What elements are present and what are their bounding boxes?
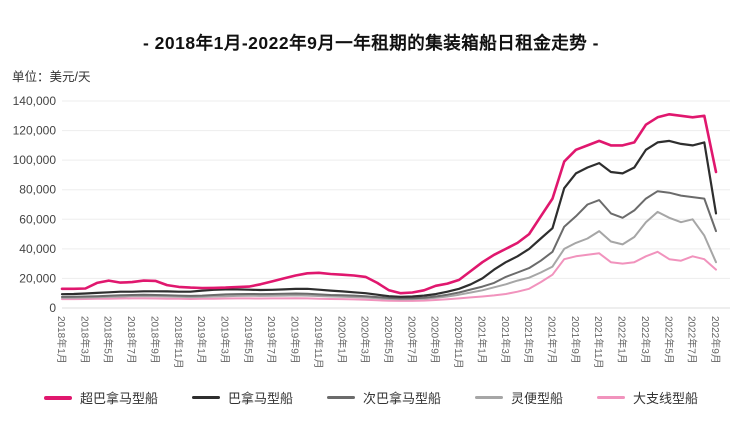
legend-swatch <box>191 396 220 399</box>
x-axis-tick-label: 2021年1月 <box>475 316 488 364</box>
x-axis-tick-label: 2018年3月 <box>78 316 91 364</box>
legend-label: 大支线型船 <box>633 391 699 406</box>
legend-item: 超巴拿马型船 <box>43 388 158 407</box>
x-axis-tick-label: 2021年7月 <box>546 316 559 364</box>
legend-item: 次巴拿马型船 <box>326 388 441 407</box>
x-axis-tick-label: 2022年9月 <box>709 316 722 364</box>
x-axis-tick-label: 2019年11月 <box>312 316 325 369</box>
y-axis-tick-label: 40,000 <box>19 242 56 256</box>
x-axis-tick-label: 2019年1月 <box>195 316 208 364</box>
legend-swatch <box>475 396 503 399</box>
y-axis-tick-label: 140,000 <box>13 94 57 108</box>
y-axis-tick-label: 100,000 <box>13 153 57 167</box>
x-axis-tick-label: 2021年9月 <box>569 316 582 364</box>
series-line <box>61 210 717 301</box>
x-axis-tick-label: 2018年5月 <box>102 316 115 364</box>
series-line <box>60 139 718 298</box>
x-axis-tick-label: 2022年1月 <box>616 316 629 364</box>
x-axis-tick-label: 2019年9月 <box>289 316 302 364</box>
x-axis-tick-label: 2022年5月 <box>662 316 675 364</box>
legend-label: 超巴拿马型船 <box>79 391 158 406</box>
x-axis-tick-label: 2021年5月 <box>522 316 535 364</box>
x-axis-tick-label: 2020年5月 <box>382 316 395 364</box>
x-axis-tick-label: 2018年1月 <box>55 316 68 364</box>
legend-item: 大支线型船 <box>597 388 698 407</box>
y-axis-tick-label: 60,000 <box>19 212 56 226</box>
x-axis-tick-label: 2020年11月 <box>452 316 465 369</box>
chart-title: - 2018年1月-2022年9月一年租期的集装箱船日租金走势 - <box>142 33 600 53</box>
legend-item: 灵便型船 <box>475 388 563 407</box>
x-axis-tick-label: 2022年7月 <box>686 316 699 364</box>
x-axis-tick-label: 2020年9月 <box>429 316 442 364</box>
unit-label: 单位：美元/天 <box>12 70 91 84</box>
x-axis-tick-label: 2018年9月 <box>148 316 161 364</box>
series-line <box>61 250 717 302</box>
legend-swatch <box>326 396 355 399</box>
x-axis-tick-label: 2019年5月 <box>242 316 255 364</box>
x-axis-tick-label: 2018年11月 <box>172 316 185 369</box>
x-axis-tick-label: 2019年7月 <box>265 316 278 364</box>
line-chart: 0 20,000 40,000 60,000 80,000 100,000 120,000 1… <box>13 94 730 369</box>
x-axis-tick-label: 2021年11月 <box>592 316 605 369</box>
y-axis-tick-label: 120,000 <box>13 124 57 138</box>
y-axis-tick-label: 80,000 <box>19 183 56 197</box>
x-axis-tick-label: 2019年3月 <box>219 316 232 364</box>
series-line <box>61 190 717 300</box>
x-axis-tick-label: 2020年7月 <box>405 316 418 364</box>
x-axis-tick-label: 2021年3月 <box>499 316 512 364</box>
legend-label: 灵便型船 <box>511 391 564 406</box>
legend-label: 次巴拿马型船 <box>362 391 441 406</box>
series-line <box>60 112 718 295</box>
chart-legend: 超巴拿马型船 巴拿马型船 次巴拿马型船 灵便型船 大支线型船 <box>0 388 742 407</box>
y-axis-tick-label: 0 <box>49 301 56 315</box>
x-axis-tick-label: 2020年1月 <box>335 316 348 364</box>
legend-swatch <box>597 396 626 399</box>
y-axis-tick-label: 20,000 <box>19 271 56 285</box>
legend-item: 巴拿马型船 <box>191 388 293 407</box>
x-axis-tick-label: 2020年3月 <box>359 316 372 364</box>
x-axis-tick-label: 2018年7月 <box>125 316 138 364</box>
legend-label: 巴拿马型船 <box>227 391 293 406</box>
legend-swatch <box>43 395 72 400</box>
x-axis-tick-label: 2022年3月 <box>639 316 652 364</box>
